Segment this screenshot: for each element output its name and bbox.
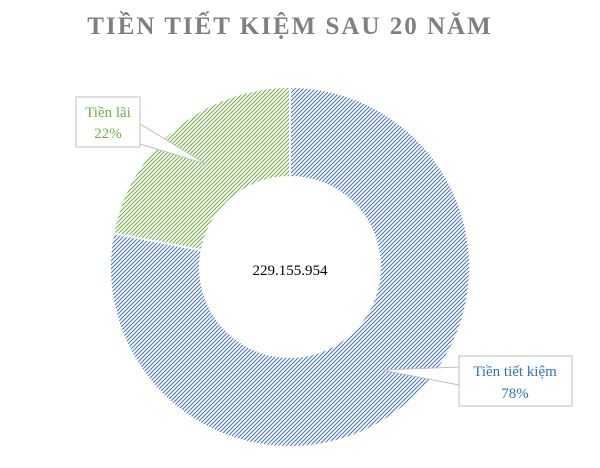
chart-title: TIỀN TIẾT KIỆM SAU 20 NĂM [87, 11, 492, 40]
donut-slices [109, 85, 471, 448]
data-label-category: Tiền tiết kiệm [473, 364, 557, 380]
donut-slice-tien-tiet-kiem [109, 85, 471, 448]
callout-pointer [139, 123, 207, 165]
callout-pointer [381, 366, 460, 386]
callout-tien-tiet-kiem: Tiền tiết kiệm 78% [381, 355, 573, 407]
center-total-label: 229.155.954 [253, 263, 329, 279]
callout-box [458, 355, 573, 407]
callout-box [75, 96, 141, 148]
data-label-percent: 22% [94, 126, 122, 142]
donut-slice-tien-lai [112, 85, 291, 252]
data-label-category: Tiền lãi [85, 105, 131, 121]
callout-tien-lai: Tiền lãi 22% [75, 96, 207, 165]
data-label-percent: 78% [501, 386, 529, 402]
